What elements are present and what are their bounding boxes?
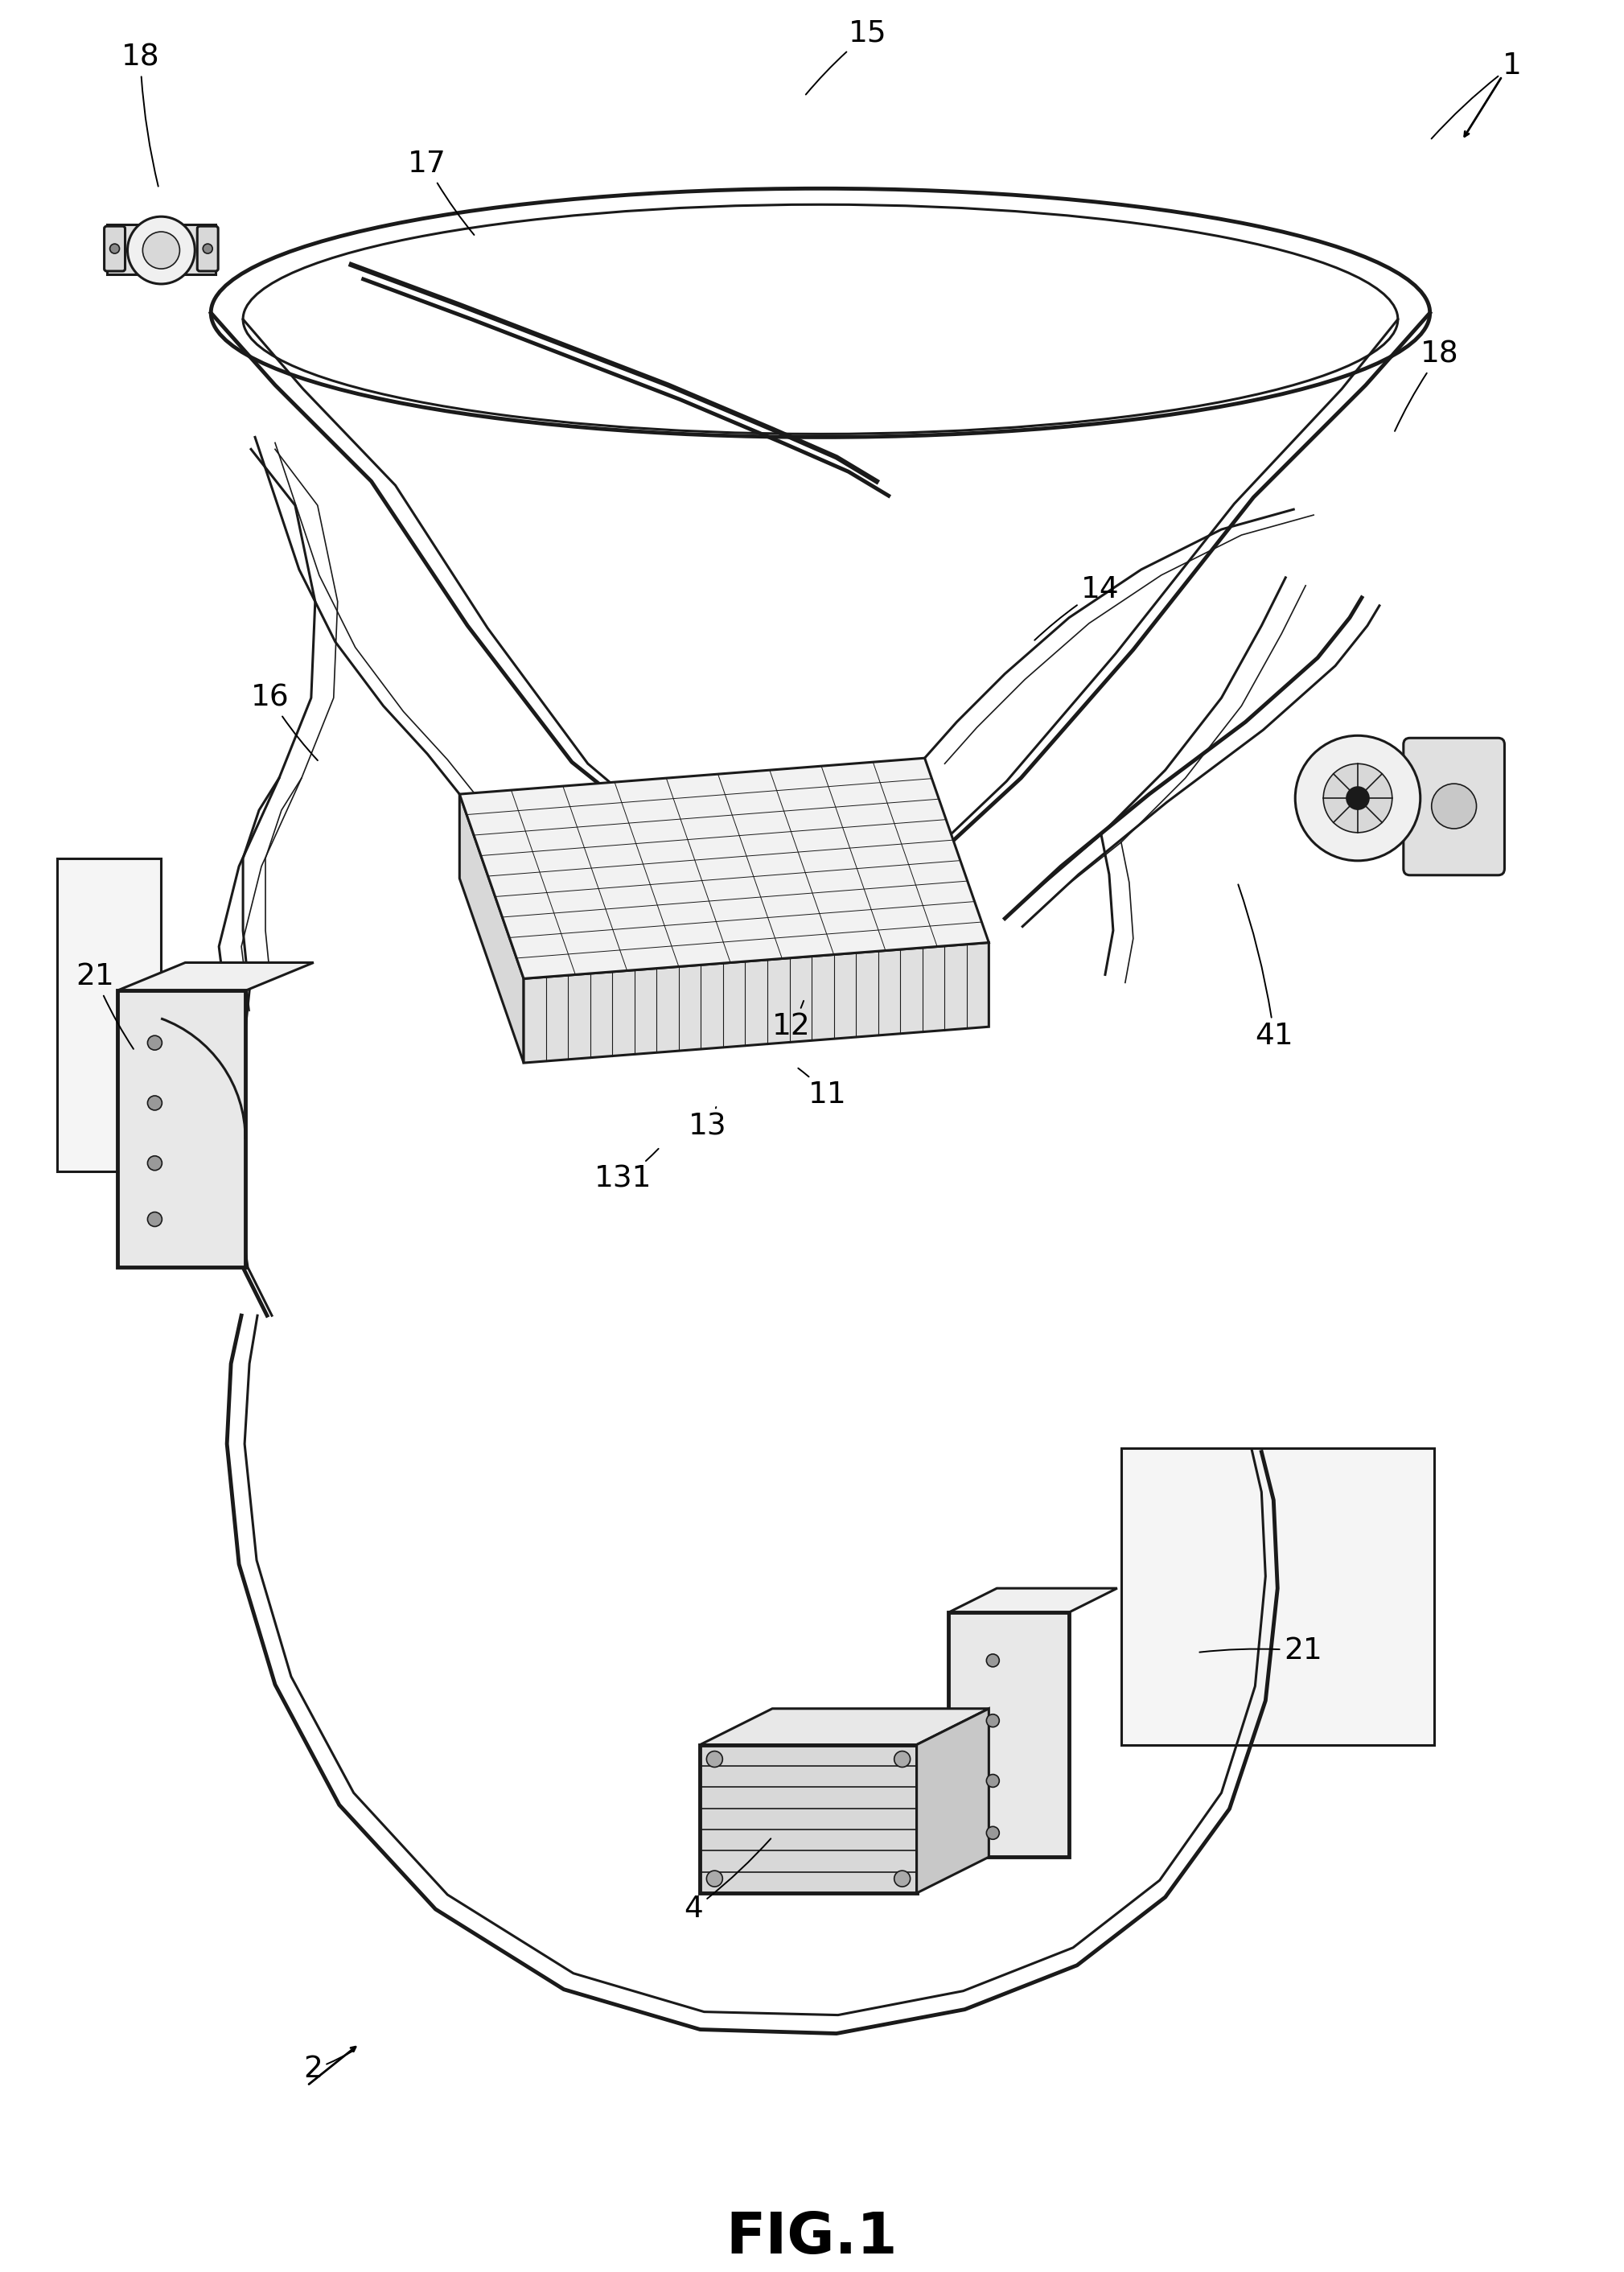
Circle shape — [110, 243, 120, 254]
Circle shape — [986, 1827, 999, 1840]
Circle shape — [1346, 786, 1369, 809]
Polygon shape — [700, 1709, 989, 1745]
Circle shape — [706, 1870, 723, 1886]
Circle shape — [143, 232, 180, 268]
Text: 17: 17 — [408, 150, 474, 234]
Text: 1: 1 — [1431, 52, 1522, 139]
Circle shape — [148, 1211, 162, 1227]
FancyBboxPatch shape — [1403, 738, 1504, 875]
Circle shape — [706, 1752, 723, 1768]
Circle shape — [986, 1654, 999, 1668]
Text: 4: 4 — [684, 1838, 771, 1924]
Polygon shape — [117, 963, 313, 991]
Polygon shape — [460, 759, 989, 979]
Circle shape — [1431, 784, 1476, 829]
Text: 41: 41 — [1237, 884, 1293, 1052]
Polygon shape — [460, 795, 523, 1063]
Circle shape — [128, 216, 195, 284]
Polygon shape — [948, 1613, 1069, 1856]
Text: 2: 2 — [304, 2052, 354, 2083]
Polygon shape — [1121, 1447, 1434, 1745]
Polygon shape — [117, 991, 245, 1268]
Circle shape — [1296, 736, 1421, 861]
Text: 15: 15 — [806, 18, 887, 95]
Text: 18: 18 — [1395, 341, 1458, 432]
Polygon shape — [916, 1709, 989, 1893]
Text: 18: 18 — [122, 43, 159, 186]
Polygon shape — [700, 1745, 916, 1893]
Circle shape — [986, 1713, 999, 1727]
Polygon shape — [948, 1588, 1117, 1613]
FancyBboxPatch shape — [104, 227, 125, 270]
Polygon shape — [57, 859, 161, 1170]
Text: 16: 16 — [252, 684, 318, 761]
Polygon shape — [107, 225, 216, 275]
Text: 14: 14 — [1034, 575, 1119, 641]
Text: 21: 21 — [76, 963, 133, 1050]
Polygon shape — [523, 943, 989, 1063]
FancyBboxPatch shape — [197, 227, 218, 270]
Circle shape — [1324, 763, 1392, 832]
Text: 12: 12 — [773, 1000, 810, 1041]
Circle shape — [148, 1156, 162, 1170]
Text: 21: 21 — [1200, 1636, 1322, 1665]
Circle shape — [148, 1095, 162, 1111]
Circle shape — [148, 1036, 162, 1050]
Circle shape — [203, 243, 213, 254]
Text: 13: 13 — [689, 1106, 726, 1141]
Circle shape — [986, 1774, 999, 1788]
Text: 11: 11 — [797, 1068, 846, 1109]
Text: 131: 131 — [594, 1150, 658, 1193]
Circle shape — [895, 1752, 909, 1768]
Circle shape — [895, 1870, 909, 1886]
Text: FIG.1: FIG.1 — [726, 2211, 898, 2265]
